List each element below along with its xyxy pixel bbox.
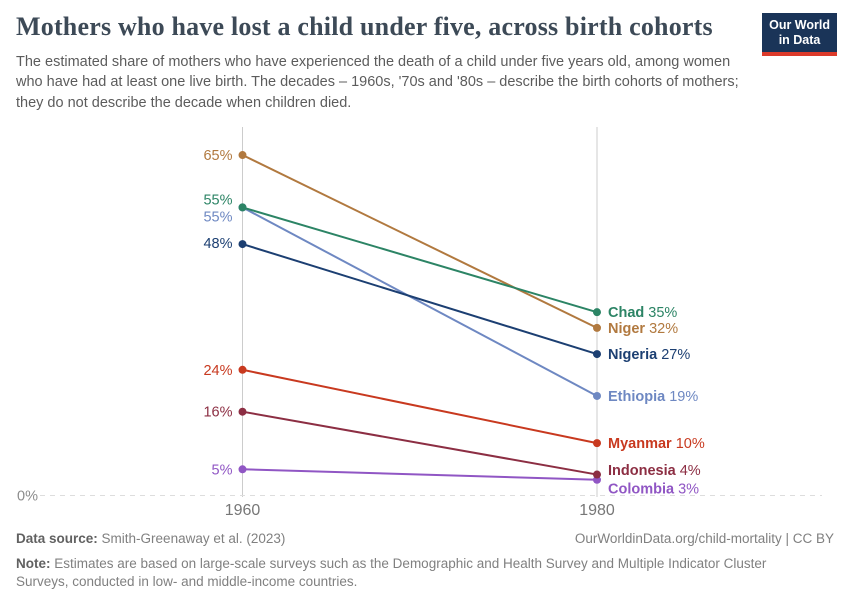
chart-footer: Data source: Smith-Greenaway et al. (202… xyxy=(16,530,834,592)
series-start-value-niger: 65% xyxy=(203,148,232,164)
series-end-label-myanmar[interactable]: Myanmar 10% xyxy=(608,436,705,452)
slope-line-indonesia[interactable] xyxy=(242,410,598,476)
chart-subtitle: The estimated share of mothers who have … xyxy=(16,54,739,111)
data-point-end-ethiopia[interactable] xyxy=(593,391,601,400)
slope-line-niger[interactable] xyxy=(242,154,598,329)
data-point-start-niger[interactable] xyxy=(238,151,247,160)
series-end-label-colombia[interactable]: Colombia 3% xyxy=(608,481,699,497)
note-text: Estimates are based on large-scale surve… xyxy=(16,556,767,590)
data-point-start-nigeria[interactable] xyxy=(238,240,247,249)
data-point-end-myanmar[interactable] xyxy=(593,439,601,448)
owid-logo-line1: Our World xyxy=(769,18,830,32)
slope-line-myanmar[interactable] xyxy=(242,368,598,445)
footer-note: Note: Estimates are based on large-scale… xyxy=(16,555,808,591)
page-title: Mothers who have lost a child under five… xyxy=(16,12,713,41)
data-point-end-chad[interactable] xyxy=(593,308,601,317)
data-point-start-indonesia[interactable] xyxy=(238,407,247,416)
series-end-label-niger[interactable]: Niger 32% xyxy=(608,321,678,337)
series-start-value-indonesia: 16% xyxy=(203,405,232,421)
series-start-value-colombia: 5% xyxy=(212,462,233,478)
data-point-start-myanmar[interactable] xyxy=(238,365,247,374)
data-point-end-niger[interactable] xyxy=(593,323,601,332)
data-point-start-chad[interactable] xyxy=(238,203,247,212)
note-label: Note: xyxy=(16,556,51,572)
owid-logo[interactable]: Our World in Data xyxy=(762,13,837,56)
data-source-line: Data source: Smith-Greenaway et al. (202… xyxy=(16,530,285,548)
x-axis-label: 1980 xyxy=(579,502,615,519)
series-end-label-chad[interactable]: Chad 35% xyxy=(608,305,677,321)
x-axis-label: 1960 xyxy=(225,502,261,519)
series-start-value-myanmar: 24% xyxy=(203,363,232,379)
owid-logo-line2: in Data xyxy=(778,32,821,47)
data-source-text: Smith-Greenaway et al. (2023) xyxy=(101,531,286,546)
slope-line-nigeria[interactable] xyxy=(242,243,598,356)
zero-axis-label: 0% xyxy=(17,489,38,505)
data-point-start-colombia[interactable] xyxy=(238,465,247,474)
data-source-label: Data source: xyxy=(16,531,98,546)
data-point-end-nigeria[interactable] xyxy=(593,350,601,359)
data-point-end-indonesia[interactable] xyxy=(593,470,601,479)
series-start-value-chad: 55% xyxy=(203,192,232,208)
slope-line-colombia[interactable] xyxy=(242,468,598,481)
series-start-value-nigeria: 48% xyxy=(203,236,232,252)
slope-line-ethiopia[interactable] xyxy=(242,206,598,397)
series-end-label-nigeria[interactable]: Nigeria 27% xyxy=(608,347,690,363)
owid-url-link[interactable]: OurWorldinData.org/child-mortality | CC … xyxy=(574,531,834,546)
slope-line-chad[interactable] xyxy=(242,206,598,314)
series-end-label-ethiopia[interactable]: Ethiopia 19% xyxy=(608,389,698,405)
series-start-value-ethiopia: 55% xyxy=(203,209,232,225)
series-end-label-indonesia[interactable]: Indonesia 4% xyxy=(608,463,701,479)
